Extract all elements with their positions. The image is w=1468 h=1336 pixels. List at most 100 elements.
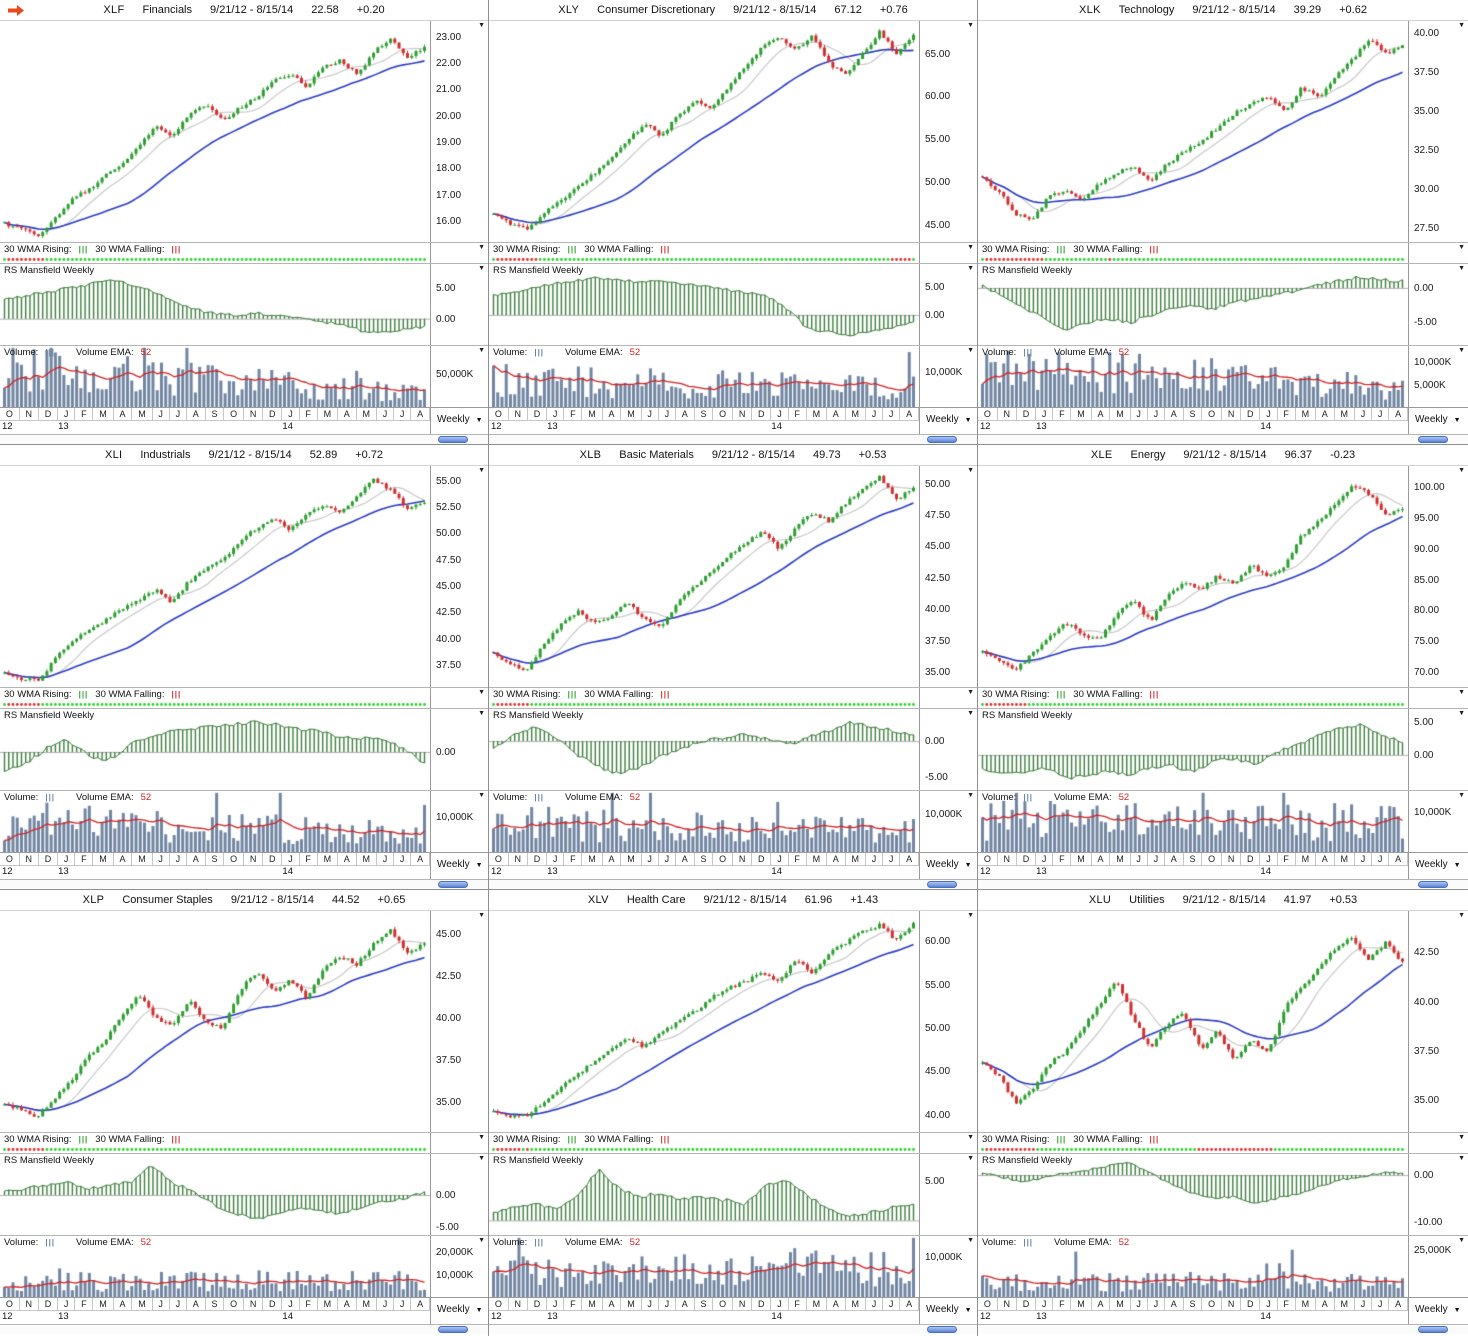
scrollbar-thumb[interactable]: [1418, 436, 1448, 443]
volume-dropdown-icon[interactable]: ▼: [967, 1237, 974, 1244]
scrollbar-thumb[interactable]: [927, 881, 957, 888]
wma-rising-hash-icon: |||: [1056, 1134, 1067, 1144]
price-axis-dropdown-icon[interactable]: ▼: [478, 467, 485, 474]
volume-dropdown-icon[interactable]: ▼: [967, 347, 974, 354]
month-label: A: [675, 1298, 695, 1311]
price-chart[interactable]: [0, 21, 430, 242]
price-chart[interactable]: [489, 21, 919, 242]
rs-dropdown-icon[interactable]: ▼: [478, 710, 485, 717]
month-label: M: [132, 408, 153, 421]
price-chart[interactable]: [489, 466, 919, 687]
month-label: S: [694, 1298, 714, 1311]
scrollbar-thumb[interactable]: [1418, 881, 1448, 888]
wma-dropdown-icon[interactable]: ▼: [967, 689, 974, 696]
month-label: D: [263, 408, 283, 421]
timeframe-dropdown-icon[interactable]: ▼: [1453, 417, 1461, 424]
wma-dropdown-icon[interactable]: ▼: [478, 1134, 485, 1141]
price-chart[interactable]: [0, 466, 430, 687]
volume-dropdown-icon[interactable]: ▼: [967, 792, 974, 799]
wma-trend-dot-strip: [0, 701, 488, 708]
timeframe-selector[interactable]: Weekly ▼: [926, 859, 972, 870]
price-axis-dropdown-icon[interactable]: ▼: [967, 912, 974, 919]
timeframe-selector[interactable]: Weekly ▼: [437, 1304, 483, 1315]
scrollbar-thumb[interactable]: [927, 436, 957, 443]
timeframe-dropdown-icon[interactable]: ▼: [1453, 862, 1461, 869]
rs-dropdown-icon[interactable]: ▼: [478, 1155, 485, 1162]
timeframe-selector[interactable]: Weekly ▼: [437, 859, 483, 870]
wma-dropdown-icon[interactable]: ▼: [967, 1134, 974, 1141]
volume-dropdown-icon[interactable]: ▼: [478, 792, 485, 799]
rs-mansfield-section: RS Mansfield Weekly 0.00 -5.00 ▼: [489, 708, 977, 791]
horizontal-scrollbar[interactable]: [978, 434, 1468, 444]
horizontal-scrollbar[interactable]: [489, 879, 977, 889]
price-axis: 0.00 -5.00 ▼: [1408, 264, 1468, 345]
timeframe-selector[interactable]: Weekly ▼: [926, 414, 972, 425]
price-chart[interactable]: [0, 911, 430, 1132]
volume-dropdown-icon[interactable]: ▼: [1458, 347, 1465, 354]
rs-dropdown-icon[interactable]: ▼: [1458, 710, 1465, 717]
price-axis-dropdown-icon[interactable]: ▼: [967, 467, 974, 474]
horizontal-scrollbar[interactable]: [0, 879, 488, 889]
price-axis-dropdown-icon[interactable]: ▼: [1458, 912, 1465, 919]
price-axis-dropdown-icon[interactable]: ▼: [478, 22, 485, 29]
price-chart[interactable]: [978, 911, 1408, 1132]
axis-tick-label: 60.00: [925, 91, 951, 103]
price-chart[interactable]: [978, 21, 1408, 242]
forward-arrow-icon[interactable]: [7, 4, 25, 17]
timeframe-dropdown-icon[interactable]: ▼: [964, 417, 972, 424]
scrollbar-thumb[interactable]: [927, 1326, 957, 1333]
price-chart[interactable]: [489, 911, 919, 1132]
timeframe-dropdown-icon[interactable]: ▼: [1453, 1307, 1461, 1314]
horizontal-scrollbar[interactable]: [0, 1324, 488, 1334]
timeframe-dropdown-icon[interactable]: ▼: [964, 862, 972, 869]
volume-dropdown-icon[interactable]: ▼: [478, 347, 485, 354]
scrollbar-thumb[interactable]: [438, 881, 468, 888]
price-axis-dropdown-icon[interactable]: ▼: [1458, 22, 1465, 29]
rs-dropdown-icon[interactable]: ▼: [967, 710, 974, 717]
price-axis-dropdown-icon[interactable]: ▼: [967, 22, 974, 29]
axis-tick-label: 32.50: [1414, 145, 1440, 157]
timeframe-dropdown-icon[interactable]: ▼: [475, 862, 483, 869]
horizontal-scrollbar[interactable]: [978, 1324, 1468, 1334]
timeframe-selector[interactable]: Weekly ▼: [1415, 414, 1461, 425]
rs-dropdown-icon[interactable]: ▼: [967, 1155, 974, 1162]
scrollbar-thumb[interactable]: [438, 1326, 468, 1333]
price-change: +0.72: [355, 449, 384, 461]
rs-dropdown-icon[interactable]: ▼: [478, 265, 485, 272]
wma-dropdown-icon[interactable]: ▼: [478, 244, 485, 251]
wma-dropdown-icon[interactable]: ▼: [1458, 689, 1465, 696]
timeframe-selector[interactable]: Weekly ▼: [926, 1304, 972, 1315]
timeframe-selector[interactable]: Weekly ▼: [1415, 859, 1461, 870]
volume-dropdown-icon[interactable]: ▼: [1458, 1237, 1465, 1244]
wma-dropdown-icon[interactable]: ▼: [478, 689, 485, 696]
price-axis-dropdown-icon[interactable]: ▼: [1458, 467, 1465, 474]
rs-dropdown-icon[interactable]: ▼: [1458, 265, 1465, 272]
horizontal-scrollbar[interactable]: [0, 434, 488, 444]
year-labels-row: 12 13 14: [489, 1311, 919, 1324]
horizontal-scrollbar[interactable]: [489, 434, 977, 444]
wma-dropdown-icon[interactable]: ▼: [1458, 244, 1465, 251]
price-axis-dropdown-icon[interactable]: ▼: [478, 912, 485, 919]
timeframe-dropdown-icon[interactable]: ▼: [475, 1307, 483, 1314]
horizontal-scrollbar[interactable]: [489, 1324, 977, 1334]
timeframe-dropdown-icon[interactable]: ▼: [475, 417, 483, 424]
volume-dropdown-icon[interactable]: ▼: [478, 1237, 485, 1244]
timeframe-selector[interactable]: Weekly ▼: [1415, 1304, 1461, 1315]
month-label: J: [547, 853, 565, 866]
rs-dropdown-icon[interactable]: ▼: [967, 265, 974, 272]
scrollbar-thumb[interactable]: [1418, 1326, 1448, 1333]
timeframe-dropdown-icon[interactable]: ▼: [964, 1307, 972, 1314]
axis-tick-label: 0.00: [436, 313, 456, 325]
wma-dropdown-icon[interactable]: ▼: [967, 244, 974, 251]
wma-dropdown-icon[interactable]: ▼: [1458, 1134, 1465, 1141]
wma-trend-dot-strip: [489, 256, 977, 263]
month-label: D: [38, 1298, 59, 1311]
volume-section: Volume: ||| Volume EMA: 52 10,000K ▼: [489, 1235, 977, 1298]
horizontal-scrollbar[interactable]: [978, 879, 1468, 889]
timeframe-selector[interactable]: Weekly ▼: [437, 414, 483, 425]
rs-dropdown-icon[interactable]: ▼: [1458, 1155, 1465, 1162]
volume-labels: Volume: ||| Volume EMA: 52: [493, 792, 640, 803]
price-chart[interactable]: [978, 466, 1408, 687]
volume-dropdown-icon[interactable]: ▼: [1458, 792, 1465, 799]
scrollbar-thumb[interactable]: [438, 436, 468, 443]
